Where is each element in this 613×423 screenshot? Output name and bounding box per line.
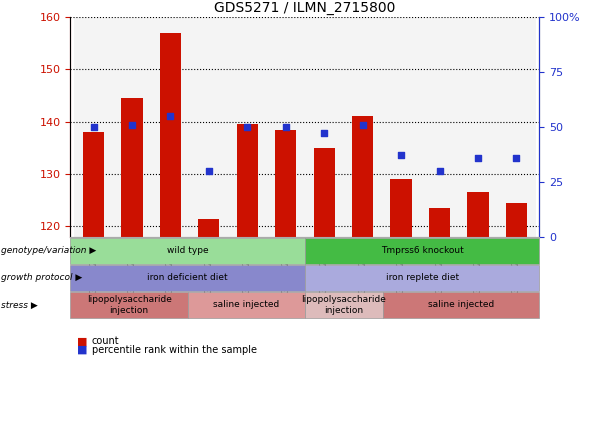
Bar: [189, 17, 228, 237]
Point: [204, 168, 214, 174]
Point: [396, 152, 406, 159]
Bar: [506, 203, 527, 237]
Text: iron replete diet: iron replete diet: [386, 273, 459, 283]
Bar: [497, 17, 536, 237]
Text: lipopolysaccharide
injection: lipopolysaccharide injection: [86, 295, 172, 315]
Point: [435, 168, 444, 174]
Text: genotype/variation ▶: genotype/variation ▶: [1, 246, 96, 255]
Text: stress ▶: stress ▶: [1, 300, 38, 310]
Bar: [267, 17, 305, 237]
Bar: [198, 219, 219, 237]
Text: wild type: wild type: [167, 246, 208, 255]
Bar: [314, 148, 335, 237]
Bar: [113, 17, 151, 237]
Point: [281, 124, 291, 130]
Bar: [305, 17, 343, 237]
Bar: [352, 116, 373, 237]
Text: lipopolysaccharide
injection: lipopolysaccharide injection: [302, 295, 386, 315]
Bar: [160, 33, 181, 237]
Point: [166, 113, 175, 119]
Point: [319, 130, 329, 137]
Bar: [228, 17, 267, 237]
Text: percentile rank within the sample: percentile rank within the sample: [92, 345, 257, 355]
Text: saline injected: saline injected: [213, 300, 280, 310]
Bar: [121, 98, 143, 237]
Bar: [275, 129, 296, 237]
Bar: [429, 208, 450, 237]
Point: [473, 154, 483, 161]
Point: [242, 124, 252, 130]
Bar: [343, 17, 382, 237]
Point: [511, 154, 521, 161]
Text: iron deficient diet: iron deficient diet: [147, 273, 228, 283]
Text: ■: ■: [77, 345, 87, 355]
Point: [127, 121, 137, 128]
Bar: [74, 17, 113, 237]
Bar: [382, 17, 421, 237]
Bar: [83, 132, 104, 237]
Bar: [237, 124, 258, 237]
Title: GDS5271 / ILMN_2715800: GDS5271 / ILMN_2715800: [215, 0, 395, 14]
Bar: [390, 179, 412, 237]
Bar: [421, 17, 459, 237]
Bar: [459, 17, 497, 237]
Text: Tmprss6 knockout: Tmprss6 knockout: [381, 246, 463, 255]
Text: growth protocol ▶: growth protocol ▶: [1, 273, 83, 283]
Point: [358, 121, 368, 128]
Text: count: count: [92, 336, 120, 346]
Point: [89, 124, 99, 130]
Text: ■: ■: [77, 336, 87, 346]
Bar: [151, 17, 189, 237]
Text: saline injected: saline injected: [428, 300, 495, 310]
Bar: [467, 192, 489, 237]
